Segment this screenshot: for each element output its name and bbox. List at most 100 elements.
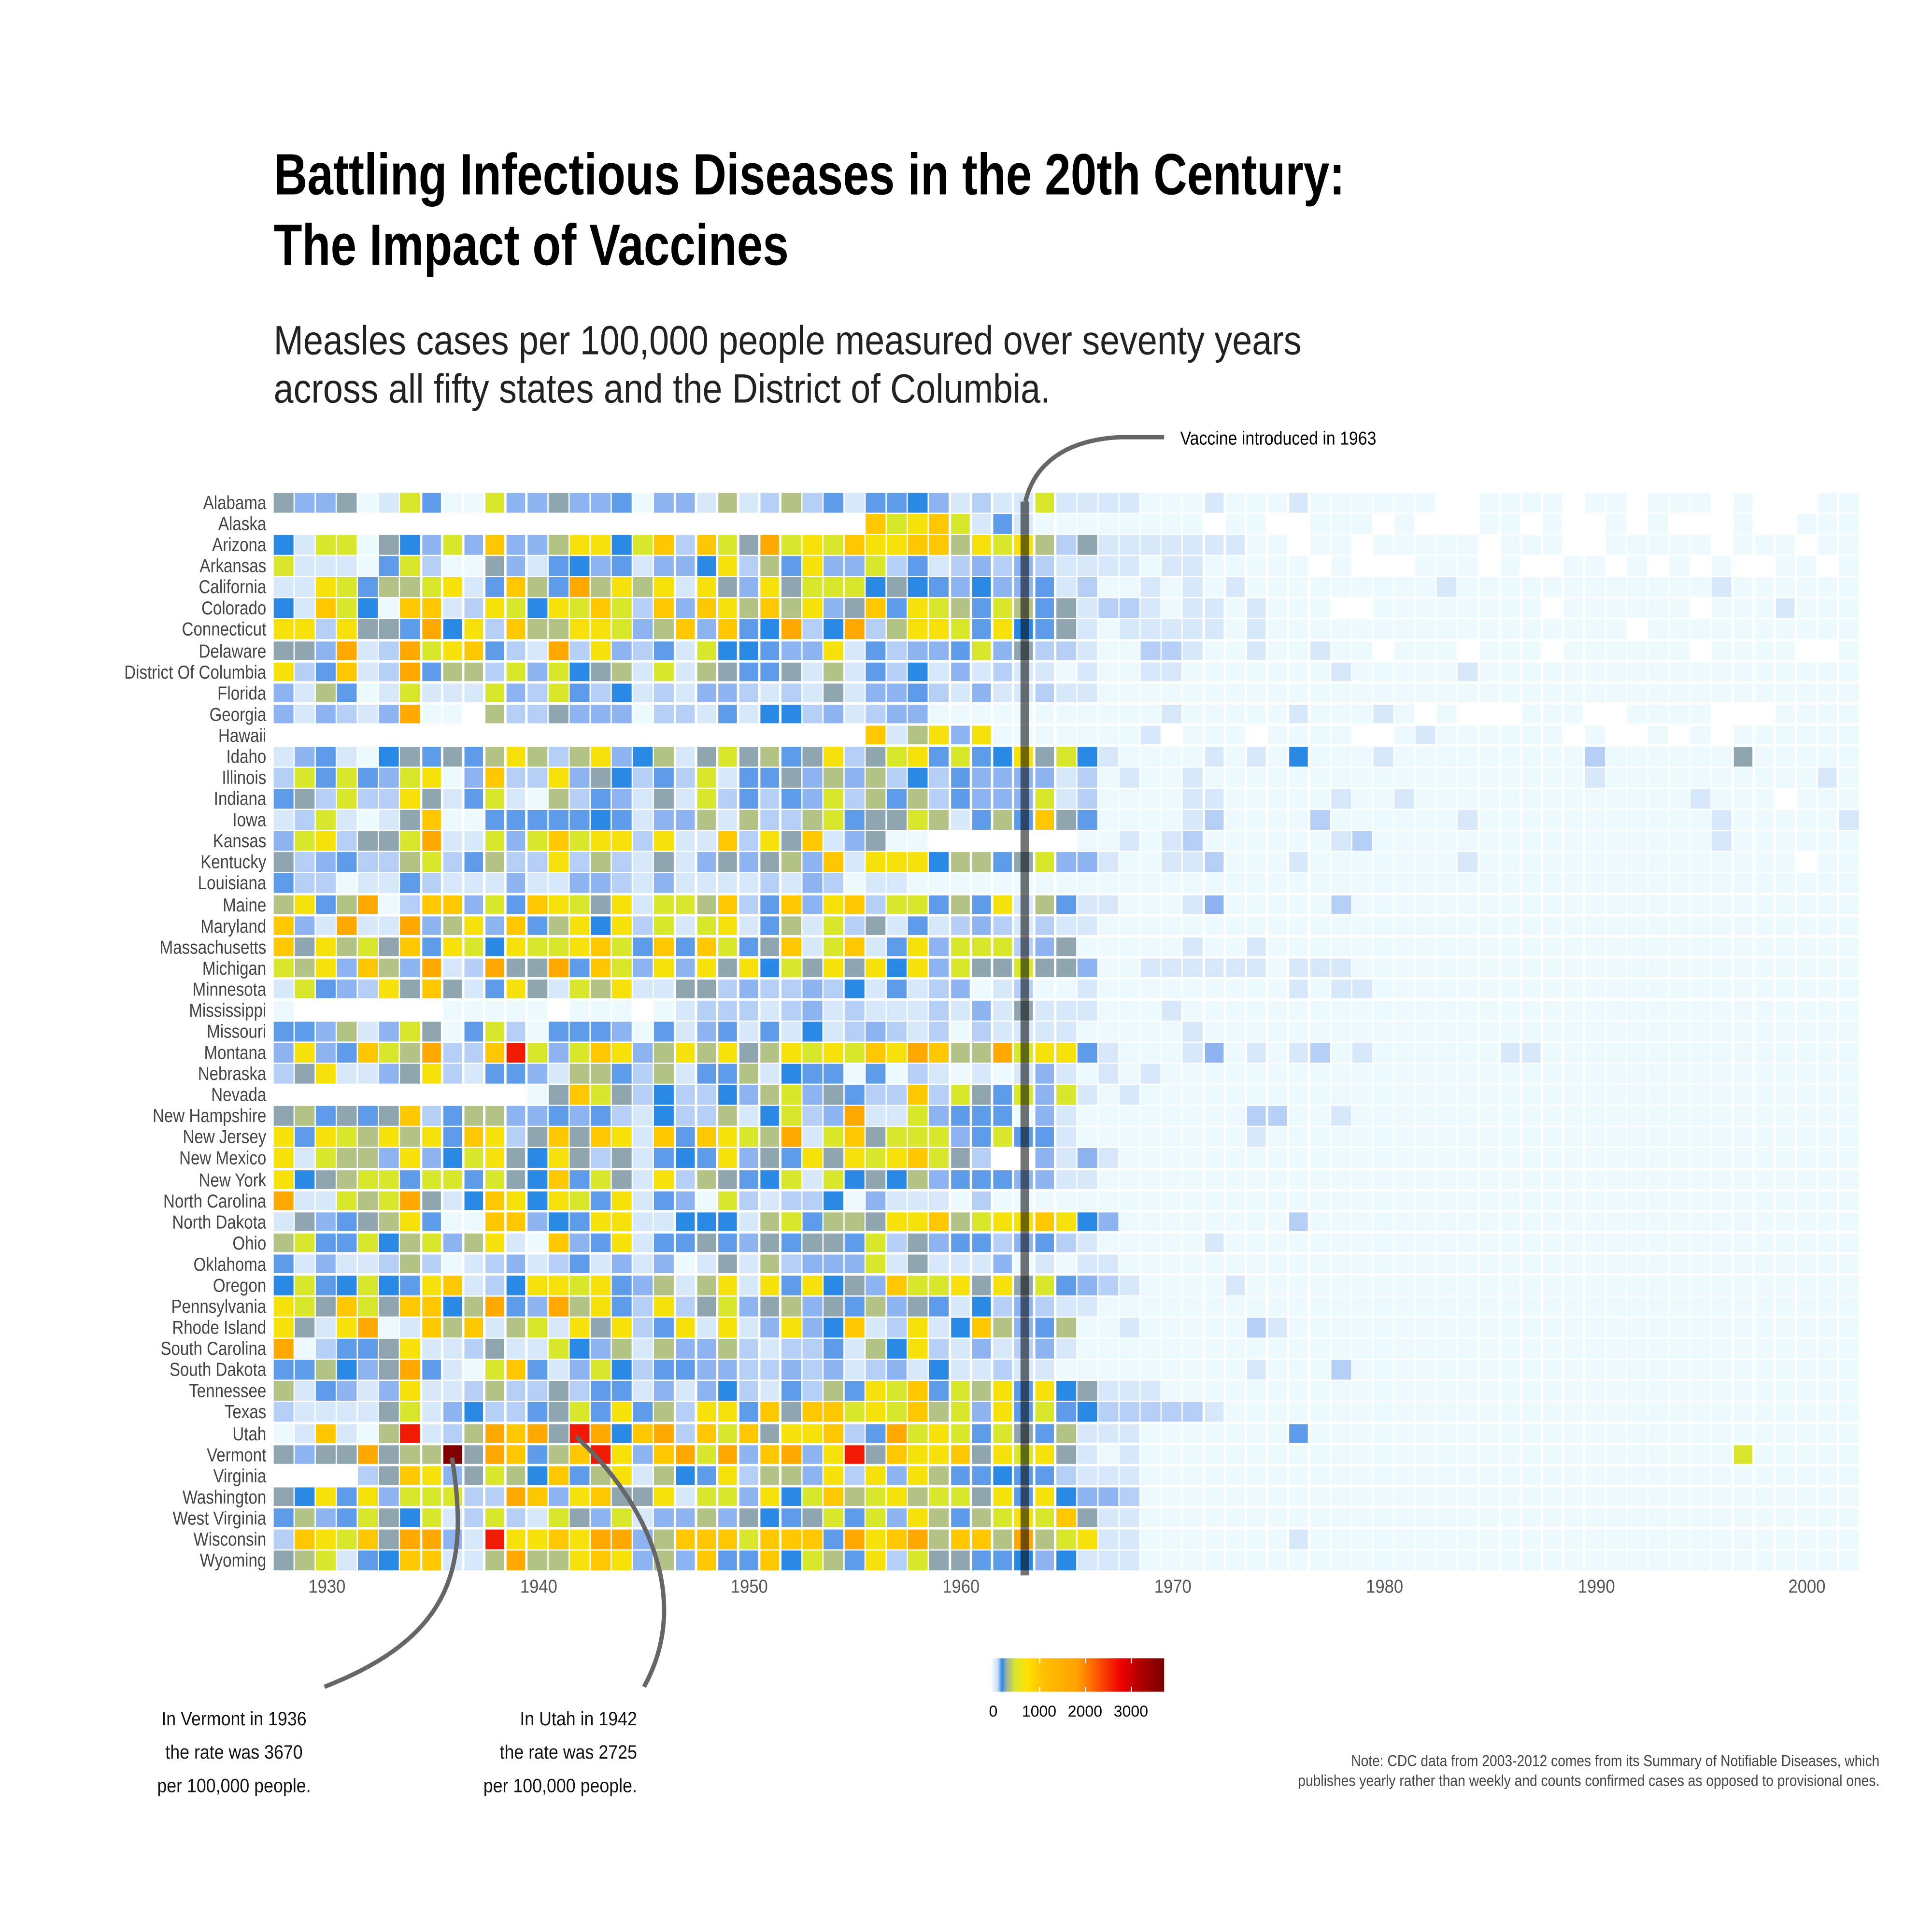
heatmap-cell	[971, 1233, 991, 1253]
heatmap-cell	[1247, 789, 1266, 809]
heatmap-cell	[1289, 1296, 1308, 1316]
heatmap-cell	[1585, 1318, 1605, 1337]
heatmap-cell	[527, 577, 547, 597]
heatmap-cell	[1796, 1275, 1816, 1295]
heatmap-cell	[1416, 725, 1435, 745]
heatmap-cell	[1458, 725, 1478, 745]
heatmap-cell	[971, 1000, 991, 1020]
heatmap-cell	[739, 958, 759, 978]
source-note: Note: CDC data from 2003-2012 comes from…	[1298, 1751, 1880, 1791]
heatmap-cell	[1458, 1487, 1478, 1506]
heatmap-cell	[1204, 852, 1224, 872]
x-tick-label: 1980	[1365, 1577, 1403, 1598]
heatmap-cell	[1394, 1233, 1414, 1253]
heatmap-cell	[485, 1487, 505, 1506]
heatmap-cell	[295, 767, 314, 787]
heatmap-cell	[1373, 789, 1393, 809]
heatmap-cell	[1056, 1106, 1076, 1126]
heatmap-cell	[1754, 1085, 1774, 1105]
heatmap-cell	[887, 1550, 907, 1570]
heatmap-cell	[1627, 1149, 1647, 1168]
heatmap-cell	[993, 662, 1012, 682]
heatmap-cell	[316, 747, 336, 767]
heatmap-cell	[464, 1402, 483, 1422]
heatmap-cell	[633, 1064, 653, 1083]
heatmap-cell	[442, 895, 462, 914]
heatmap-cell	[929, 1550, 949, 1570]
heatmap-cell	[1818, 1381, 1837, 1401]
heatmap-cell	[1648, 1508, 1668, 1528]
heatmap-cell	[379, 1254, 399, 1274]
heatmap-cell	[1776, 683, 1795, 703]
heatmap-cell	[1437, 810, 1457, 830]
heatmap-cell	[506, 620, 526, 639]
heatmap-cell	[633, 1022, 653, 1041]
heatmap-cell	[400, 1508, 420, 1528]
heatmap-cell	[1394, 1212, 1414, 1232]
heatmap-cell	[1141, 535, 1161, 555]
heatmap-cell	[1458, 1529, 1478, 1549]
heatmap-cell	[887, 1466, 907, 1486]
heatmap-cell	[569, 916, 589, 936]
heatmap-cell	[1352, 1508, 1372, 1528]
heatmap-cell	[824, 831, 843, 851]
heatmap-cell	[1543, 873, 1563, 893]
heatmap-cell	[379, 1296, 399, 1316]
heatmap-cell	[1564, 747, 1584, 767]
heatmap-cell	[781, 831, 801, 851]
heatmap-cell	[1564, 598, 1584, 618]
heatmap-cell	[548, 1466, 568, 1486]
heatmap-cell	[1310, 1296, 1330, 1316]
heatmap-cell	[1120, 1466, 1139, 1486]
heatmap-cell	[273, 1127, 293, 1147]
heatmap-cell	[1690, 831, 1710, 851]
heatmap-cell	[1056, 1381, 1076, 1401]
heatmap-cell	[1310, 789, 1330, 809]
source-note-line: publishes yearly rather than weekly and …	[1298, 1772, 1880, 1790]
heatmap-cell	[760, 1402, 780, 1422]
heatmap-cell	[951, 895, 970, 914]
heatmap-cell	[1437, 1022, 1457, 1041]
heatmap-cell	[1796, 1233, 1816, 1253]
heatmap-cell	[1394, 831, 1414, 851]
heatmap-cell	[337, 1043, 357, 1063]
heatmap-cell	[485, 831, 505, 851]
heatmap-cell	[1162, 598, 1182, 618]
heatmap-cell	[1035, 1043, 1055, 1063]
heatmap-cell	[1331, 514, 1351, 534]
heatmap-cell	[802, 1106, 822, 1126]
heatmap-cell	[1141, 556, 1161, 576]
heatmap-cell	[1035, 958, 1055, 978]
heatmap-cell	[1776, 916, 1795, 936]
heatmap-cell	[422, 577, 441, 597]
heatmap-cell	[1183, 662, 1203, 682]
heatmap-cell	[887, 1275, 907, 1295]
heatmap-cell	[1077, 493, 1097, 512]
heatmap-cell	[1204, 1022, 1224, 1041]
heatmap-cell	[1733, 958, 1753, 978]
heatmap-cell	[1225, 1381, 1245, 1401]
heatmap-cell	[1690, 1191, 1710, 1210]
heatmap-cell	[696, 1127, 716, 1147]
heatmap-cell	[1818, 1360, 1837, 1380]
heatmap-cell	[1712, 1085, 1732, 1105]
heatmap-cell	[1394, 1106, 1414, 1126]
heatmap-cell	[802, 1487, 822, 1506]
heatmap-cell	[1521, 789, 1541, 809]
heatmap-cell	[1225, 1254, 1245, 1274]
heatmap-cell	[1225, 641, 1245, 661]
heatmap-cell	[739, 577, 759, 597]
heatmap-cell	[1352, 1466, 1372, 1486]
heatmap-cell	[887, 514, 907, 534]
heatmap-cell	[887, 1191, 907, 1210]
heatmap-cell	[760, 1466, 780, 1486]
heatmap-cell	[1120, 958, 1139, 978]
heatmap-cell	[1141, 1127, 1161, 1147]
heatmap-cell	[1183, 958, 1203, 978]
heatmap-cell	[802, 620, 822, 639]
heatmap-cell	[1437, 1360, 1457, 1380]
heatmap-cell	[1564, 1022, 1584, 1041]
heatmap-cell	[887, 789, 907, 809]
heatmap-cell	[696, 852, 716, 872]
heatmap-cell	[951, 1212, 970, 1232]
